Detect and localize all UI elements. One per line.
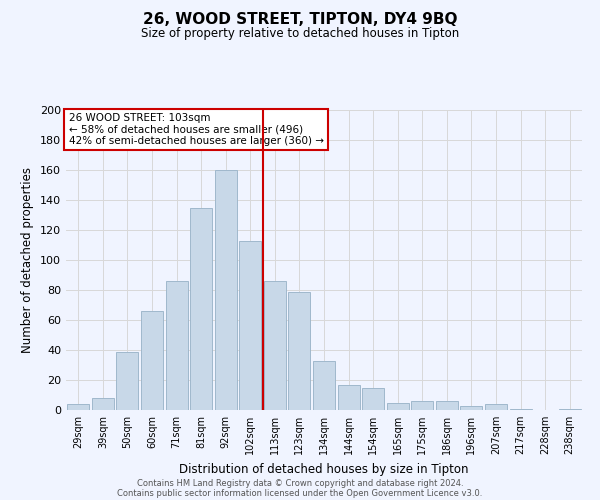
Bar (92, 398, 114, 410)
Bar (239, 240, 262, 410)
Bar (215, 170, 237, 410)
Bar (338, 384, 359, 410)
Bar (166, 281, 188, 410)
Bar (67, 404, 89, 410)
Bar (264, 281, 286, 410)
Bar (509, 408, 532, 410)
Bar (190, 208, 212, 410)
Bar (289, 292, 310, 410)
Text: Size of property relative to detached houses in Tipton: Size of property relative to detached ho… (141, 28, 459, 40)
Bar (485, 404, 507, 410)
Text: 26 WOOD STREET: 103sqm
← 58% of detached houses are smaller (496)
42% of semi-de: 26 WOOD STREET: 103sqm ← 58% of detached… (68, 113, 323, 146)
Bar (313, 360, 335, 410)
Bar (386, 402, 409, 410)
Bar (141, 311, 163, 410)
Text: Contains public sector information licensed under the Open Government Licence v3: Contains public sector information licen… (118, 488, 482, 498)
Text: 26, WOOD STREET, TIPTON, DY4 9BQ: 26, WOOD STREET, TIPTON, DY4 9BQ (143, 12, 457, 28)
Bar (436, 401, 458, 410)
Bar (362, 388, 384, 410)
Bar (460, 406, 482, 410)
Bar (559, 408, 581, 410)
Text: Contains HM Land Registry data © Crown copyright and database right 2024.: Contains HM Land Registry data © Crown c… (137, 478, 463, 488)
X-axis label: Distribution of detached houses by size in Tipton: Distribution of detached houses by size … (179, 462, 469, 475)
Bar (411, 401, 433, 410)
Bar (116, 352, 139, 410)
Y-axis label: Number of detached properties: Number of detached properties (22, 167, 34, 353)
